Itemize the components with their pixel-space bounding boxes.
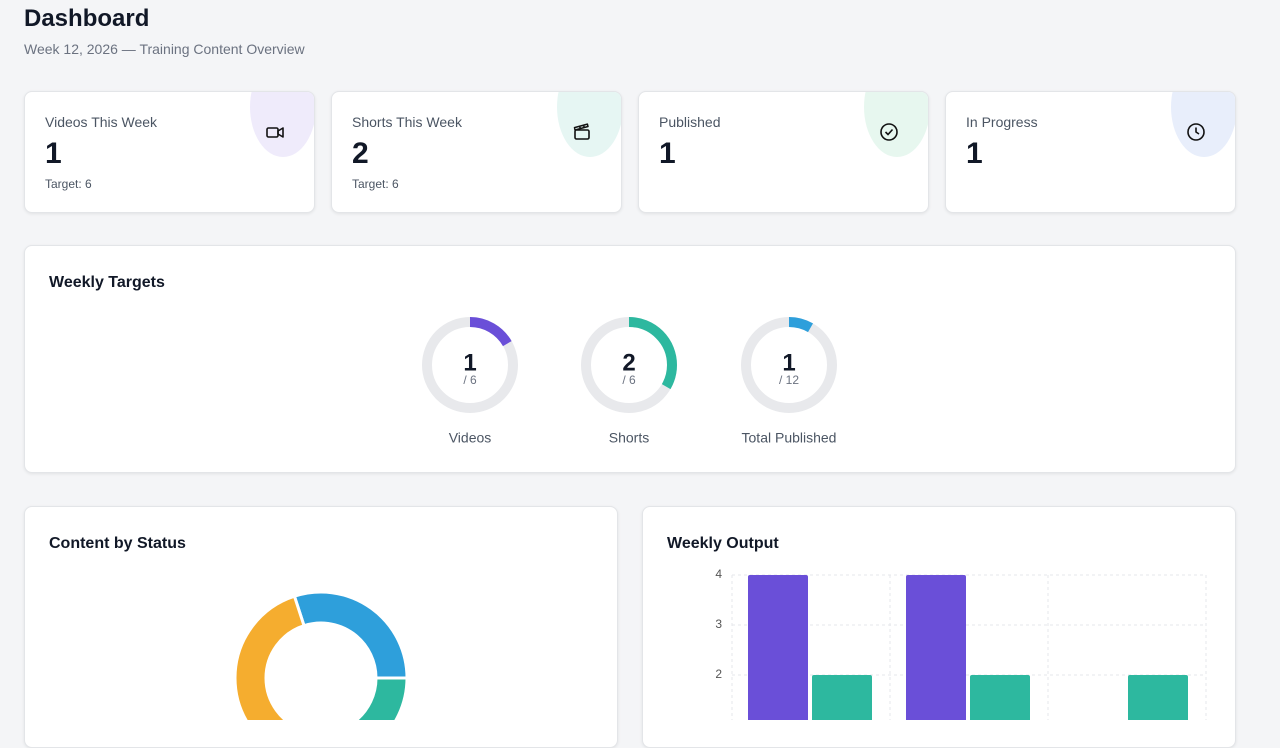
stat-value: 2 (352, 137, 369, 170)
page-subtitle: Week 12, 2026 — Training Content Overvie… (24, 41, 305, 57)
stat-value: 1 (659, 137, 676, 170)
stat-label: Shorts This Week (352, 114, 462, 130)
y-tick-label: 3 (715, 617, 722, 631)
status-card: Content by Status (24, 506, 618, 748)
stat-note: Target: 6 (352, 177, 399, 191)
donut-segment (354, 676, 409, 720)
stat-label: Videos This Week (45, 114, 158, 130)
ring-label: Total Published (742, 430, 837, 446)
stat-value: 1 (45, 137, 62, 170)
video-icon (266, 127, 284, 138)
card-title: Weekly Output (667, 535, 779, 552)
stat-label: Published (659, 114, 721, 130)
ring-progress (741, 317, 837, 413)
ring-total: / 6 (463, 373, 477, 387)
stat-card: Videos This Week 1 Target: 6 (24, 91, 315, 213)
page-title: Dashboard (24, 5, 150, 32)
ring-value: 1 (463, 349, 476, 376)
ring-total: / 6 (622, 373, 636, 387)
stat-card: Shorts This Week 2 Target: 6 (331, 91, 622, 213)
donut-segment (292, 590, 409, 680)
page: {"header":{"title":"Dashboard","subtitle… (24, 5, 1236, 748)
ring-total: / 12 (779, 373, 799, 387)
stat-label: In Progress (966, 114, 1038, 130)
ring-progress (422, 317, 518, 413)
donut-segment (233, 594, 306, 720)
ring-label: Shorts (609, 430, 649, 446)
bar (970, 675, 1030, 720)
ring-value: 1 (782, 349, 795, 376)
clock-icon (1187, 123, 1205, 141)
stat-card: Published 1 (638, 91, 929, 213)
bar (748, 575, 808, 720)
y-tick-label: 2 (715, 667, 722, 681)
ring-label: Videos (449, 430, 492, 446)
stat-value: 1 (966, 137, 983, 170)
card-title: Content by Status (49, 535, 186, 552)
bar (1128, 675, 1188, 720)
ring-progress (581, 317, 677, 413)
ring-value: 2 (622, 349, 635, 376)
y-tick-label: 4 (715, 567, 722, 581)
targets-card: Weekly Targets (24, 245, 1236, 473)
clapper-icon (573, 123, 590, 140)
check-icon (880, 123, 898, 141)
stat-note: Target: 6 (45, 177, 92, 191)
bar (812, 675, 872, 720)
card-title: Weekly Targets (49, 274, 165, 291)
stat-card: In Progress 1 (945, 91, 1236, 213)
bar (906, 575, 966, 720)
